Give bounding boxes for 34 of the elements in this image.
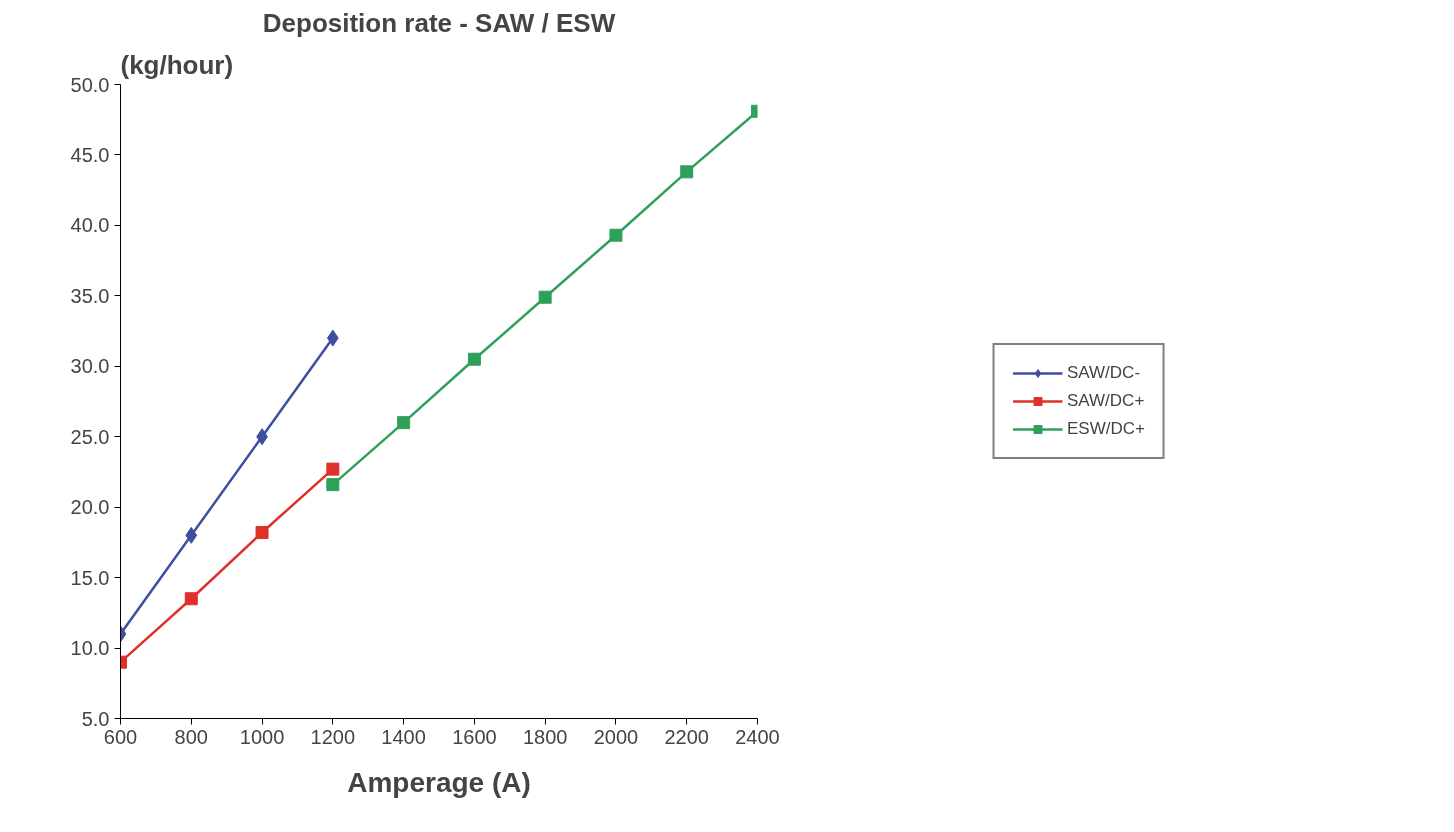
y-tick-label: 10.0 <box>70 637 110 660</box>
x-tick-label: 1800 <box>522 725 568 748</box>
y-tick-label: 50.0 <box>70 73 110 96</box>
x-tick-label: 800 <box>174 725 208 748</box>
legend-label: ESW/DC+ <box>1067 419 1145 439</box>
x-tick-label: 1400 <box>381 725 426 748</box>
y-tick-label: 20.0 <box>70 496 110 519</box>
y-tick-label: 30.0 <box>70 355 110 378</box>
point <box>185 526 198 544</box>
x-tick-label: 1200 <box>310 725 356 748</box>
y-tick-label: 15.0 <box>70 566 110 589</box>
point <box>397 416 411 430</box>
point <box>184 592 198 606</box>
x-axis-title: Amperage (A) <box>347 766 531 798</box>
y-tick-label: 45.0 <box>70 143 110 166</box>
legend-label: SAW/DC+ <box>1067 391 1145 411</box>
y-tick-label: 25.0 <box>70 425 110 448</box>
chart-title: Deposition rate - SAW / ESW <box>262 7 616 38</box>
point <box>680 165 694 179</box>
x-tick-label: 1600 <box>452 725 497 748</box>
x-tick-label: 2400 <box>735 725 780 748</box>
point <box>538 290 552 304</box>
point <box>255 526 269 540</box>
legend-label: SAW/DC- <box>1067 363 1141 383</box>
point <box>326 478 340 492</box>
point <box>467 352 481 366</box>
point <box>326 462 340 476</box>
x-tick-label: 1000 <box>239 725 285 748</box>
x-tick-label: 2000 <box>593 725 639 748</box>
y-tick-label: 35.0 <box>70 284 110 307</box>
y-tick-label: 40.0 <box>70 214 110 237</box>
point <box>609 228 623 242</box>
x-tick-label: 2200 <box>664 725 709 748</box>
y-axis-title: (kg/hour) <box>120 49 234 80</box>
